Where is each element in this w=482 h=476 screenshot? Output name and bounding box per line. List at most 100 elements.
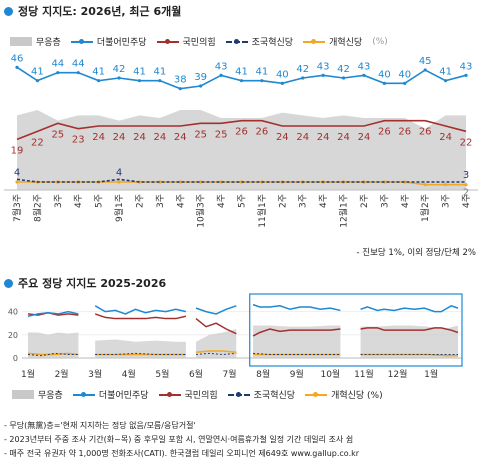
data-label-국민의힘: 24 bbox=[317, 132, 330, 143]
chart2-legend-item-2: 국민의힘 bbox=[158, 388, 218, 401]
point-더불어민주당 bbox=[280, 81, 284, 85]
x-tick-label: 2주 bbox=[277, 194, 288, 208]
point-더불어민주당 bbox=[97, 79, 101, 83]
x-tick-label: 3주 bbox=[155, 194, 166, 208]
x-tick-label: 1월 bbox=[424, 368, 438, 380]
series-line-조국혁신당 bbox=[195, 352, 237, 356]
point-더불어민주당 bbox=[423, 68, 427, 72]
point-더불어민주당 bbox=[382, 81, 386, 85]
legend-marker-icon bbox=[80, 391, 86, 397]
section2-title-text: 주요 정당 지지도 2025-2026 bbox=[18, 277, 167, 290]
data-label-국민의힘: 24 bbox=[439, 132, 452, 143]
series-line-개혁신당 bbox=[195, 350, 237, 353]
x-tick-label: 12월 bbox=[388, 368, 408, 380]
data-label-국민의힘: 26 bbox=[256, 127, 269, 138]
data-label-더불어민주당: 44 bbox=[51, 59, 64, 70]
point-더불어민주당 bbox=[178, 87, 182, 91]
data-label-더불어민주당: 41 bbox=[92, 67, 105, 78]
data-label-국민의힘: 24 bbox=[153, 132, 166, 143]
series-line-더불어민주당 bbox=[195, 305, 237, 315]
series-line-국민의힘 bbox=[252, 328, 341, 337]
point-더불어민주당 bbox=[260, 79, 264, 83]
series-area-무응층 bbox=[95, 339, 186, 358]
y-tick-label: 40 bbox=[8, 308, 18, 317]
point-더불어민주당 bbox=[443, 79, 448, 83]
chart2-legend-item-1: 더불어민주당 bbox=[72, 388, 149, 401]
point-더불어민주당 bbox=[56, 71, 60, 75]
data-label-국민의힘: 26 bbox=[398, 127, 411, 138]
data-label-국민의힘: 26 bbox=[419, 127, 432, 138]
legend-label: 개혁신당 (%) bbox=[331, 391, 383, 401]
x-tick-label: 2주 bbox=[359, 194, 370, 208]
series-line-국민의힘 bbox=[195, 317, 237, 335]
data-label-더불어민주당: 42 bbox=[113, 64, 126, 75]
data-label-더불어민주당: 41 bbox=[235, 67, 248, 78]
data-label-더불어민주당: 40 bbox=[276, 69, 289, 80]
data-label-더불어민주당: 41 bbox=[153, 67, 166, 78]
x-tick-label: 2월 bbox=[55, 368, 69, 380]
section1-title: 정당 지지도: 2026년, 최근 6개월 bbox=[4, 3, 181, 19]
point-더불어민주당 bbox=[239, 79, 244, 83]
point-더불어민주당 bbox=[464, 73, 468, 77]
series-line-국민의힘 bbox=[94, 313, 187, 320]
point-더불어민주당 bbox=[117, 76, 121, 80]
x-tick-label: 6월 bbox=[189, 368, 203, 380]
data-label-조국혁신당: 3 bbox=[463, 170, 469, 181]
series-line-더불어민주당 bbox=[252, 303, 341, 312]
data-label-국민의힘: 24 bbox=[113, 132, 126, 143]
legend-label: (%) bbox=[372, 36, 388, 47]
data-label-더불어민주당: 44 bbox=[72, 59, 85, 70]
chart1-legend-item-1: 더불어민주당 bbox=[70, 35, 147, 48]
x-tick-label: 5월 bbox=[155, 368, 169, 380]
data-label-더불어민주당: 42 bbox=[296, 64, 309, 75]
legend-label: 개혁신당 bbox=[329, 38, 363, 48]
point-더불어민주당 bbox=[321, 73, 325, 77]
legend-label: 국민의힘 bbox=[182, 38, 216, 48]
footnote-1: - 무당(無黨)층='현재 지지하는 정당 없음/모름/응답거절' bbox=[4, 421, 196, 430]
legend-label: 더불어민주당 bbox=[96, 38, 147, 48]
legend-swatch-icon bbox=[227, 391, 250, 397]
legend-label: 조국혁신당 bbox=[251, 38, 294, 48]
x-tick-label: 11월 bbox=[354, 368, 374, 380]
data-label-국민의힘: 19 bbox=[11, 145, 24, 156]
x-tick-label: 9월 bbox=[290, 368, 304, 380]
x-tick-label: 1월 bbox=[21, 368, 35, 380]
data-label-국민의힘: 26 bbox=[378, 127, 391, 138]
legend-marker-icon bbox=[235, 391, 241, 397]
data-label-더불어민주당: 40 bbox=[398, 69, 411, 80]
data-label-개혁신당: 2 bbox=[463, 188, 469, 199]
point-개혁신당 bbox=[15, 180, 19, 184]
point-더불어민주당 bbox=[76, 71, 80, 75]
x-tick-label: 3주 bbox=[379, 194, 390, 208]
legend-marker-icon bbox=[164, 38, 170, 44]
x-tick-label: 5주 bbox=[237, 194, 248, 208]
chart1-legend-item-4: 개혁신당 bbox=[303, 35, 362, 48]
data-label-국민의힘: 22 bbox=[31, 137, 44, 148]
footnote-3: - 매주 전국 유권자 약 1,000명 전화조사(CATI). 한국갤럽 데일… bbox=[4, 449, 360, 458]
legend-swatch-icon bbox=[156, 38, 179, 44]
series-line-더불어민주당 bbox=[360, 304, 459, 313]
data-label-더불어민주당: 43 bbox=[215, 61, 228, 72]
point-더불어민주당 bbox=[158, 79, 162, 83]
data-label-국민의힘: 25 bbox=[215, 129, 228, 140]
data-label-국민의힘: 24 bbox=[296, 132, 309, 143]
data-label-더불어민주당: 39 bbox=[194, 72, 207, 83]
legend-swatch-icon bbox=[225, 38, 248, 44]
series-line-조국혁신당 bbox=[27, 352, 79, 357]
point-개혁신당 bbox=[464, 183, 468, 187]
series-line-더불어민주당 bbox=[27, 310, 79, 317]
chart1-legend-item-2: 국민의힘 bbox=[156, 35, 216, 48]
data-label-조국혁신당: 4 bbox=[116, 167, 122, 178]
y-tick-label: 20 bbox=[8, 331, 18, 340]
x-tick-label: 4월 bbox=[122, 368, 136, 380]
bullet-dot-icon bbox=[4, 6, 13, 16]
x-tick-label: 8월 bbox=[256, 368, 270, 380]
x-tick-label: 10월3주 bbox=[195, 194, 207, 228]
data-label-더불어민주당: 41 bbox=[256, 67, 269, 78]
chart1-legend-item-0: 무응층 bbox=[10, 35, 61, 48]
data-label-국민의힘: 25 bbox=[51, 129, 64, 140]
point-더불어민주당 bbox=[137, 79, 142, 83]
section2-title: 주요 정당 지지도 2025-2026 bbox=[4, 275, 166, 291]
data-label-더불어민주당: 41 bbox=[31, 67, 44, 78]
